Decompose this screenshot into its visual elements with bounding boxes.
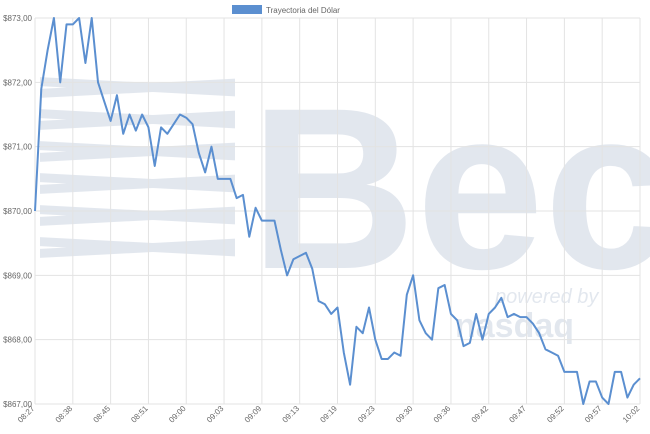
x-tick-label: 09:57 [583, 404, 604, 425]
x-tick-label: 09:36 [432, 404, 453, 425]
y-tick-label: $871,00 [3, 143, 32, 152]
x-tick-label: 08:45 [92, 404, 113, 425]
y-tick-label: $873,00 [3, 14, 32, 23]
y-tick-label: $870,00 [3, 207, 32, 216]
watermark-tagline: powered by [494, 286, 599, 308]
line [34, 17, 641, 405]
x-tick-label: 09:00 [167, 404, 188, 425]
y-tick-label: $868,00 [3, 336, 32, 345]
x-tick-label: 09:13 [281, 404, 302, 425]
legend-swatch [232, 5, 262, 14]
watermark-brand: Bec [250, 60, 650, 317]
x-tick-label: 08:38 [54, 404, 75, 425]
legend-label: Trayectoria del Dólar [266, 6, 340, 15]
x-tick-label: 09:03 [205, 404, 226, 425]
x-tick-label: 09:30 [394, 404, 415, 425]
x-tick-label: 09:42 [470, 404, 491, 425]
x-tick-label: 09:09 [243, 404, 264, 425]
y-tick-label: $867,00 [3, 400, 32, 409]
x-tick-label: 09:47 [507, 404, 528, 425]
x-tick-label: 10:02 [621, 404, 642, 425]
x-tick-label: 08:51 [129, 404, 150, 425]
x-tick-label: 09:23 [356, 404, 377, 425]
x-tick-label: 09:52 [545, 404, 566, 425]
y-tick-label: $869,00 [3, 271, 32, 280]
x-tick-label: 09:19 [318, 404, 339, 425]
y-tick-label: $872,00 [3, 78, 32, 87]
